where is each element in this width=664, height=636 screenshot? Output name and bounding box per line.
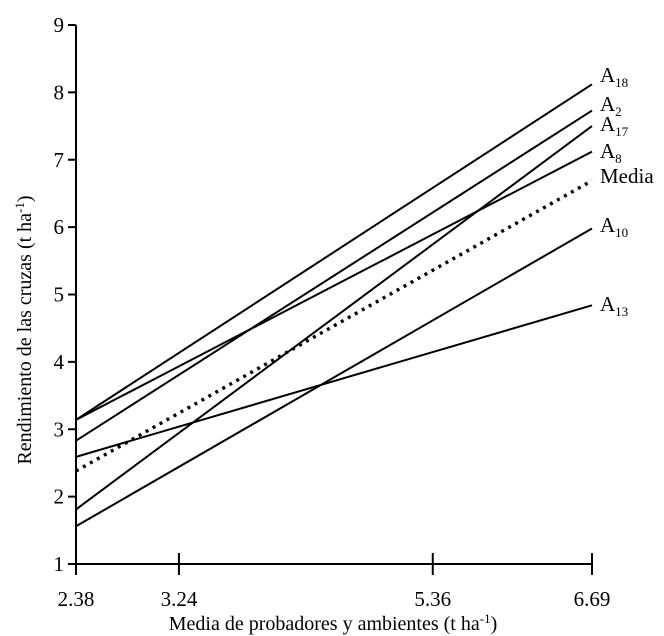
y-tick-label: 8 xyxy=(54,80,65,104)
series-line-a13 xyxy=(75,304,593,458)
y-tick-label: 7 xyxy=(54,148,65,172)
y-tick-label: 5 xyxy=(54,283,65,307)
series-line-a2 xyxy=(75,109,593,442)
series-line-a18 xyxy=(75,83,593,421)
series-label: A13 xyxy=(600,292,628,319)
series-label-subscript: 2 xyxy=(615,104,622,119)
x-tick-label: 6.69 xyxy=(574,587,611,611)
series-label-subscript: 13 xyxy=(615,304,628,319)
series-line-media xyxy=(75,179,593,473)
x-axis-label: Media de probadores y ambientes (t ha-1) xyxy=(169,611,498,635)
x-tick-label: 3.24 xyxy=(161,587,198,611)
series-line-a10 xyxy=(75,227,593,528)
series-line-a8 xyxy=(75,150,593,421)
y-tick-label: 9 xyxy=(54,13,65,37)
series-label: A17 xyxy=(600,112,629,139)
series-label-subscript: 17 xyxy=(615,124,629,139)
series-label: A2 xyxy=(600,92,622,119)
series-label: A8 xyxy=(600,139,622,166)
series-label-name: A xyxy=(600,92,616,116)
series-label-name: A xyxy=(600,292,616,316)
series-lines xyxy=(75,83,593,528)
series-label: A10 xyxy=(600,213,628,240)
series-label: Media xyxy=(600,164,654,188)
y-axis-label: Rendimiento de las cruzas (t ha-1) xyxy=(12,195,36,464)
y-tick-label: 3 xyxy=(54,417,65,441)
series-label-name: A xyxy=(600,139,616,163)
y-tick-label: 2 xyxy=(54,485,65,509)
x-tick-label: 5.36 xyxy=(414,587,451,611)
series-label-subscript: 10 xyxy=(615,225,628,240)
series-label-subscript: 8 xyxy=(615,151,622,166)
series-label-name: Media xyxy=(600,164,654,188)
y-tick-label: 6 xyxy=(54,215,65,239)
x-tick-label: 2.38 xyxy=(58,587,95,611)
series-label-subscript: 18 xyxy=(615,75,628,90)
y-tick-label: 1 xyxy=(54,552,65,576)
series-label-name: A xyxy=(600,112,616,136)
series-line-a17 xyxy=(75,125,593,511)
series-label: A18 xyxy=(600,63,628,90)
series-label-name: A xyxy=(600,213,616,237)
y-tick-label: 4 xyxy=(54,350,65,374)
axes: 1 2 3 4 5 6 7 8 9 2.38 3.24 5.36 6.69 xyxy=(54,13,611,611)
series-label-name: A xyxy=(600,63,616,87)
